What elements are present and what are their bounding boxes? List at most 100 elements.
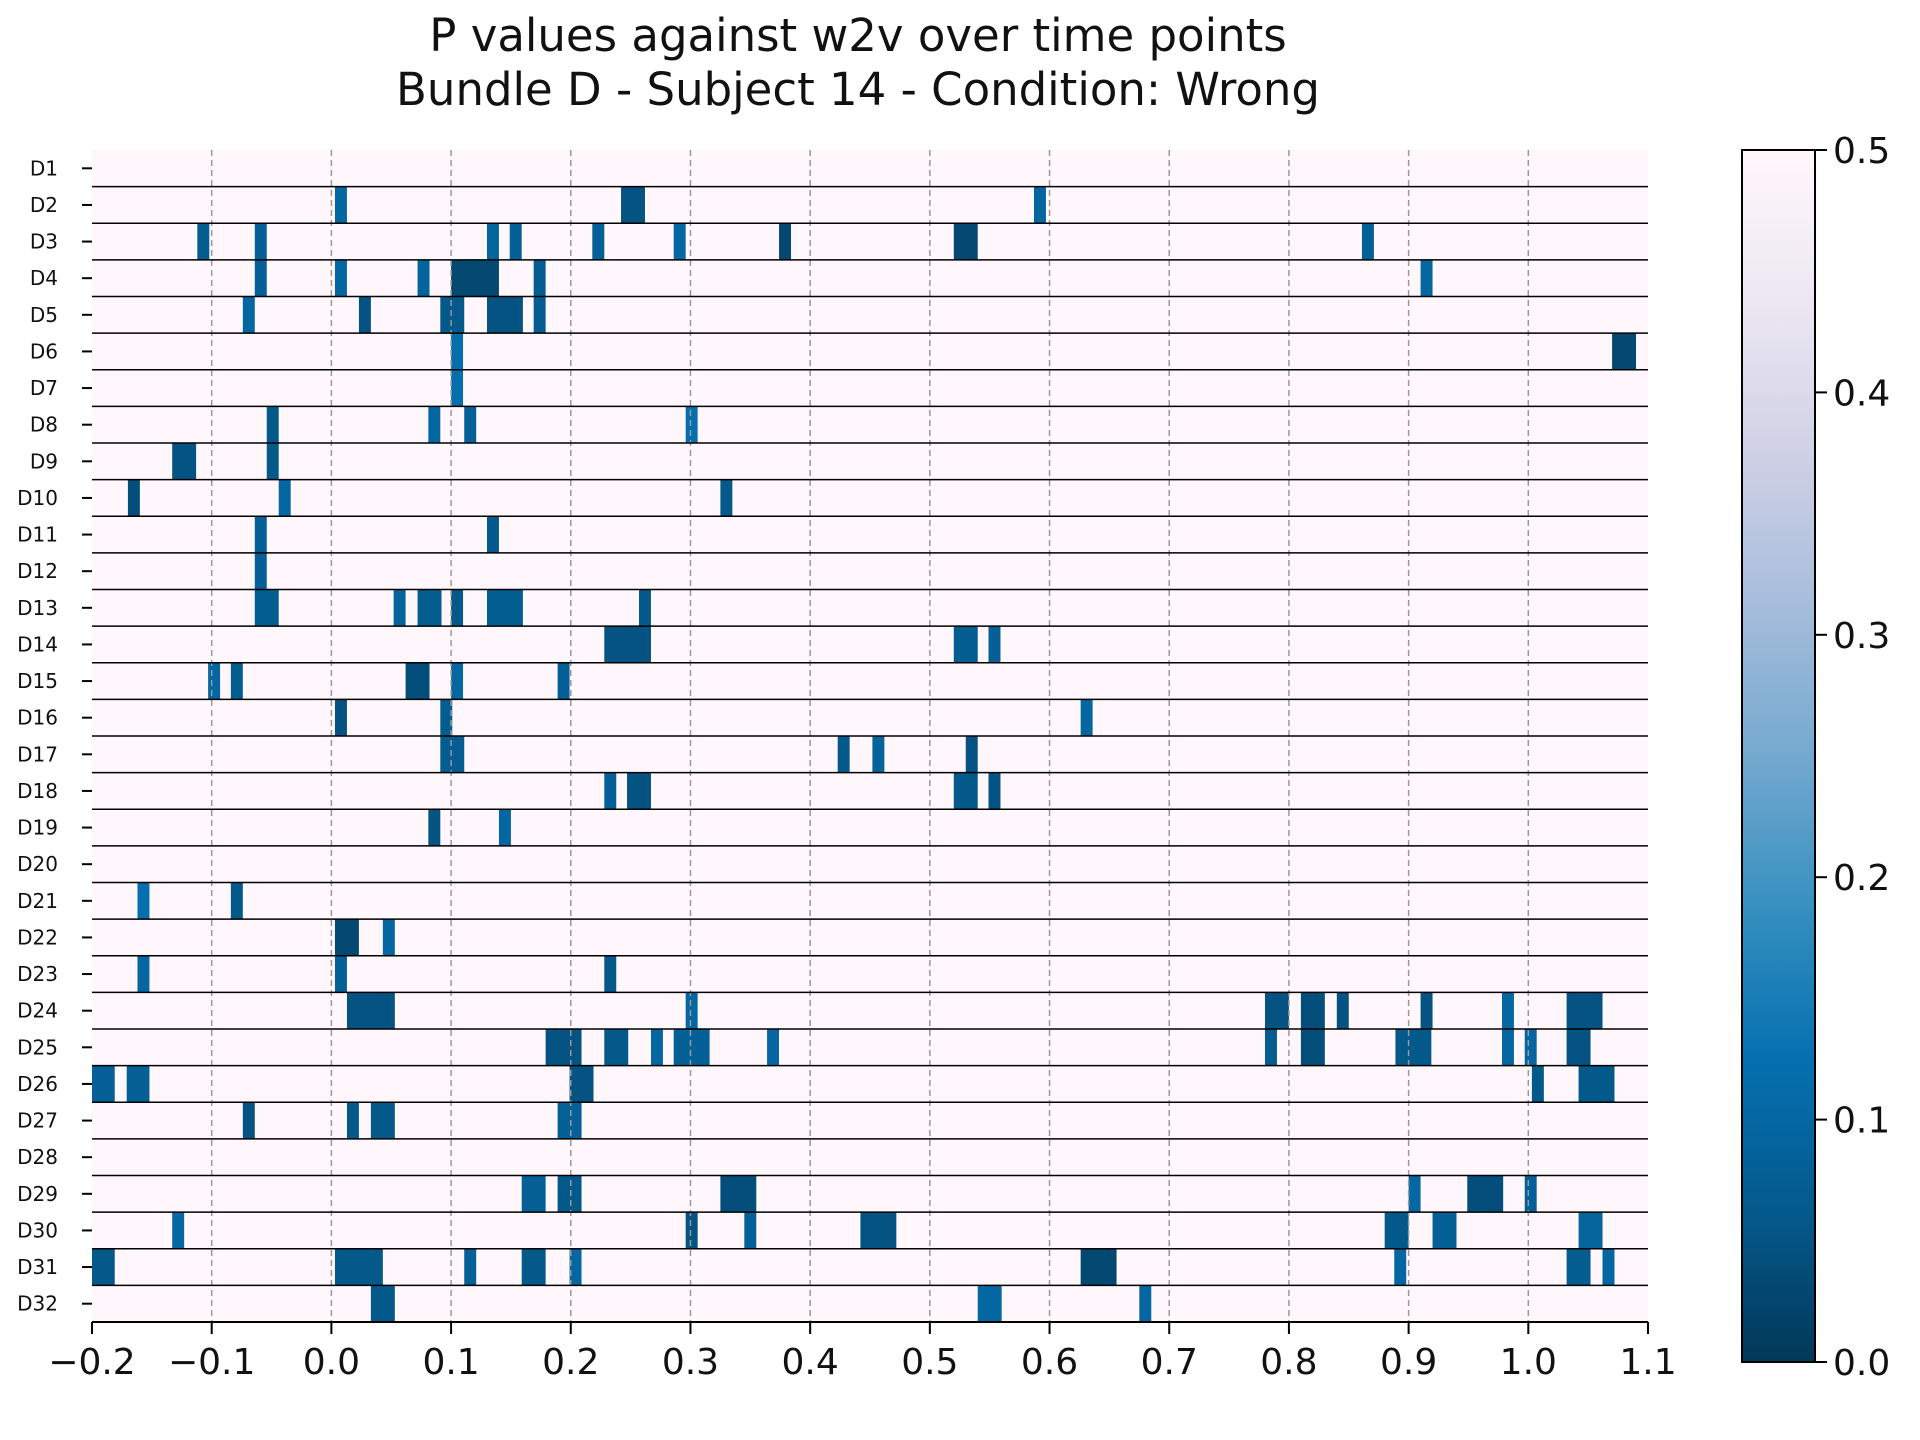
heatmap-cell	[137, 882, 150, 920]
row-background	[92, 626, 1648, 663]
heatmap-cell	[451, 259, 499, 297]
heatmap-cell	[779, 223, 792, 260]
heatmap-cell	[92, 1248, 115, 1286]
heatmap-row	[92, 1285, 1648, 1322]
heatmap-cell	[334, 919, 359, 956]
heatmap-cell	[172, 1212, 185, 1249]
row-background	[92, 369, 1648, 407]
x-tick-label: 1.1	[1619, 1342, 1676, 1383]
row-label: D20	[17, 852, 58, 876]
x-axis: −0.2 −0.1 0.0 0.1 0.2 0.3 0.4 0.5 0.6 0.7 0.8 0.9 1.…	[48, 1321, 1677, 1383]
heatmap-cell	[254, 516, 267, 553]
heatmap-cell	[126, 1065, 150, 1103]
heatmap-cell	[451, 662, 464, 700]
colorbar-gradient	[1741, 149, 1816, 1363]
heatmap-row	[92, 259, 1648, 297]
heatmap-row	[92, 1029, 1648, 1066]
heatmap-cell	[334, 186, 347, 224]
heatmap-cell	[1566, 1248, 1591, 1286]
heatmap-cell	[837, 736, 850, 773]
row-label: D31	[17, 1255, 58, 1279]
heatmap-cell	[1033, 186, 1046, 224]
heatmap-cell	[872, 736, 885, 773]
row-separators	[92, 185, 1648, 1287]
heatmap-row	[92, 516, 1648, 553]
heatmap-cell	[242, 296, 255, 334]
row-label: D11	[17, 523, 58, 547]
x-tick-label: 0.3	[662, 1342, 719, 1383]
row-label: D29	[17, 1182, 58, 1206]
heatmap-row	[92, 626, 1648, 663]
row-background	[92, 1285, 1648, 1322]
row-background	[92, 992, 1648, 1029]
heatmap-cell	[557, 1175, 582, 1213]
heatmap-row	[92, 150, 1648, 187]
heatmap-cell	[451, 333, 464, 370]
heatmap-cell	[127, 479, 140, 517]
x-tick-label: 0.7	[1141, 1342, 1198, 1383]
heatmap-cell	[953, 626, 978, 663]
row-label: D8	[30, 413, 58, 437]
row-background	[92, 223, 1648, 260]
heatmap-row	[92, 772, 1648, 810]
heatmap-cell	[1395, 1029, 1432, 1066]
heatmap-cell	[440, 736, 465, 773]
row-label: D22	[17, 925, 58, 949]
heatmap-cell	[604, 955, 617, 993]
heatmap-row	[92, 369, 1648, 407]
heatmap-cell	[451, 589, 464, 627]
row-label: D5	[30, 303, 58, 327]
heatmap-cell	[953, 223, 978, 260]
heatmap-cell	[1336, 992, 1349, 1029]
heatmap-cell	[417, 259, 430, 297]
vertical-grid	[210, 150, 1530, 1322]
heatmap-row	[92, 1248, 1648, 1286]
heatmap-row	[92, 662, 1648, 700]
heatmap-cell	[382, 919, 395, 956]
heatmap-cell	[486, 516, 499, 553]
row-background	[92, 333, 1648, 370]
x-tick-label: 0.5	[901, 1342, 958, 1383]
heatmap-cell	[1361, 223, 1374, 260]
row-background	[92, 406, 1648, 443]
heatmap-cell	[965, 736, 978, 773]
heatmap-cell	[1420, 259, 1433, 297]
heatmap-cell	[451, 369, 464, 407]
heatmap-cell	[1524, 1029, 1537, 1066]
heatmap-cell	[440, 296, 465, 334]
heatmap-row	[92, 699, 1648, 736]
chart-subtitle: Bundle D - Subject 14 - Condition: Wrong	[396, 63, 1320, 116]
heatmap-cell	[1578, 1065, 1615, 1103]
row-label: D24	[17, 999, 58, 1023]
heatmap-cell	[604, 1029, 629, 1066]
heatmap-cell	[464, 1248, 477, 1286]
heatmap-cell	[1384, 1212, 1409, 1249]
heatmap-cell	[230, 662, 243, 700]
heatmap-cell	[1432, 1212, 1457, 1249]
heatmap-cell	[278, 479, 291, 517]
x-tick-label: 1.0	[1500, 1342, 1557, 1383]
heatmap-cell	[592, 223, 605, 260]
row-label: D14	[17, 632, 58, 656]
heatmap-cell	[358, 296, 371, 334]
row-label: D6	[30, 339, 58, 363]
heatmap-row	[92, 1212, 1648, 1249]
heatmap-row	[92, 186, 1648, 224]
heatmap-cell	[486, 223, 499, 260]
row-label: D25	[17, 1035, 58, 1059]
heatmap-row	[92, 1065, 1648, 1103]
heatmap-cell	[650, 1029, 663, 1066]
heatmap-cell	[393, 589, 406, 627]
heatmap-cell	[428, 809, 441, 846]
row-label: D17	[17, 742, 58, 766]
heatmap-row	[92, 1138, 1648, 1176]
heatmap-row	[92, 919, 1648, 956]
heatmap-row	[92, 955, 1648, 993]
heatmap-cell	[254, 552, 267, 590]
heatmap-cell	[266, 443, 279, 480]
heatmap-cell	[860, 1212, 897, 1249]
heatmap-row	[92, 589, 1648, 627]
heatmap-cell	[557, 662, 570, 700]
x-tick-label: 0.2	[542, 1342, 599, 1383]
heatmap-cell	[1264, 1029, 1277, 1066]
